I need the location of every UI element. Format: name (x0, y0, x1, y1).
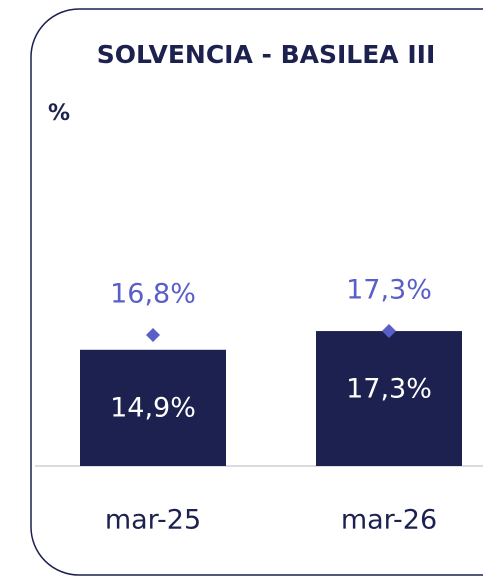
diamond-marker (382, 324, 396, 339)
y-axis-label: % (48, 101, 70, 126)
bar-label: 14,9% (110, 392, 196, 423)
marker-label: 17,3% (346, 275, 432, 306)
chart-title: SOLVENCIA - BASILEA III (97, 40, 436, 69)
bar (316, 331, 462, 466)
x-tick-label: mar-26 (341, 505, 437, 536)
marker-label: 16,8% (110, 278, 196, 309)
bar (80, 349, 226, 466)
card-frame (30, 8, 483, 576)
bar-label: 17,3% (346, 374, 432, 405)
diamond-marker (146, 327, 160, 342)
x-tick-label: mar-25 (105, 505, 201, 536)
